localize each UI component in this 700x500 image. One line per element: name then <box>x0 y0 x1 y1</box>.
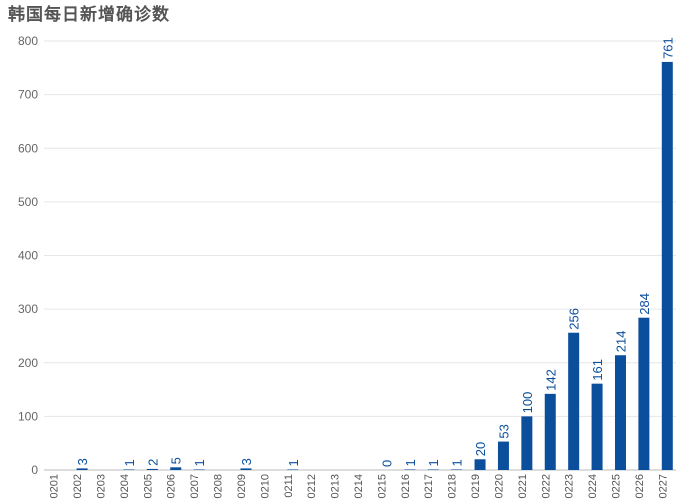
bar <box>568 332 580 470</box>
x-tick-label: 0209 <box>236 474 248 498</box>
data-label: 1 <box>286 459 301 466</box>
x-tick-label: 0210 <box>259 474 271 498</box>
bar <box>451 469 463 470</box>
data-label: 53 <box>496 424 511 438</box>
x-tick-label: 0213 <box>330 474 342 498</box>
y-tick-label: 0 <box>31 463 38 477</box>
bar <box>170 467 182 470</box>
x-tick-label: 0225 <box>610 474 622 498</box>
data-label: 100 <box>520 392 535 414</box>
bar <box>661 61 673 470</box>
bar <box>287 469 299 470</box>
data-label: 1 <box>192 459 207 466</box>
x-tick-label: 0226 <box>634 474 646 498</box>
y-tick-label: 300 <box>18 302 38 316</box>
x-tick-label: 0208 <box>213 474 225 498</box>
bar <box>474 459 486 470</box>
bar <box>521 416 533 470</box>
bar <box>146 468 158 470</box>
chart-title: 韩国每日新增确诊数 <box>8 5 170 25</box>
data-label: 1 <box>403 459 418 466</box>
bar <box>240 468 252 470</box>
data-label: 256 <box>567 308 582 330</box>
y-tick-label: 500 <box>18 195 38 209</box>
x-tick-label: 0214 <box>353 474 365 498</box>
bar <box>76 468 88 470</box>
data-label: 161 <box>590 359 605 381</box>
bar <box>123 469 135 470</box>
x-tick-label: 0221 <box>517 474 529 498</box>
x-tick-label: 0222 <box>540 474 552 498</box>
data-label: 5 <box>169 457 184 464</box>
data-label: 142 <box>543 369 558 391</box>
data-label: 20 <box>473 442 488 456</box>
x-tick-label: 0207 <box>189 474 201 498</box>
data-label: 1 <box>122 459 137 466</box>
x-tick-label: 0220 <box>493 474 505 498</box>
x-tick-label: 0212 <box>306 474 318 498</box>
bar <box>404 469 416 470</box>
y-tick-label: 800 <box>18 34 38 48</box>
bar <box>193 469 205 470</box>
x-tick-label: 0227 <box>657 474 669 498</box>
y-tick-label: 200 <box>18 356 38 370</box>
bar <box>497 441 509 470</box>
data-label: 284 <box>637 293 652 315</box>
x-tick-label: 0215 <box>376 474 388 498</box>
y-tick-label: 100 <box>18 409 38 423</box>
data-label: 0 <box>379 460 394 467</box>
bar <box>614 355 626 470</box>
data-label: 3 <box>239 458 254 465</box>
x-tick-label: 0211 <box>283 474 295 498</box>
x-tick-label: 0218 <box>447 474 459 498</box>
x-tick-label: 0204 <box>119 474 131 498</box>
x-tick-label: 0205 <box>142 474 154 498</box>
data-label: 761 <box>660 37 675 59</box>
data-label: 1 <box>450 459 465 466</box>
data-label: 2 <box>145 459 160 466</box>
bar <box>427 469 439 470</box>
x-tick-label: 0217 <box>423 474 435 498</box>
x-tick-label: 0219 <box>470 474 482 498</box>
bar <box>591 383 603 470</box>
y-tick-label: 700 <box>18 88 38 102</box>
x-tick-label: 0224 <box>587 474 599 498</box>
data-label: 1 <box>426 459 441 466</box>
y-tick-label: 600 <box>18 141 38 155</box>
data-label: 214 <box>613 331 628 353</box>
bar <box>544 393 556 470</box>
x-tick-label: 0203 <box>96 474 108 498</box>
bar <box>638 317 650 470</box>
x-tick-label: 0206 <box>166 474 178 498</box>
x-tick-label: 0223 <box>564 474 576 498</box>
data-label: 3 <box>75 458 90 465</box>
x-tick-label: 0202 <box>72 474 84 498</box>
y-tick-label: 400 <box>18 249 38 263</box>
x-tick-label: 0201 <box>49 474 61 498</box>
x-tick-label: 0216 <box>400 474 412 498</box>
